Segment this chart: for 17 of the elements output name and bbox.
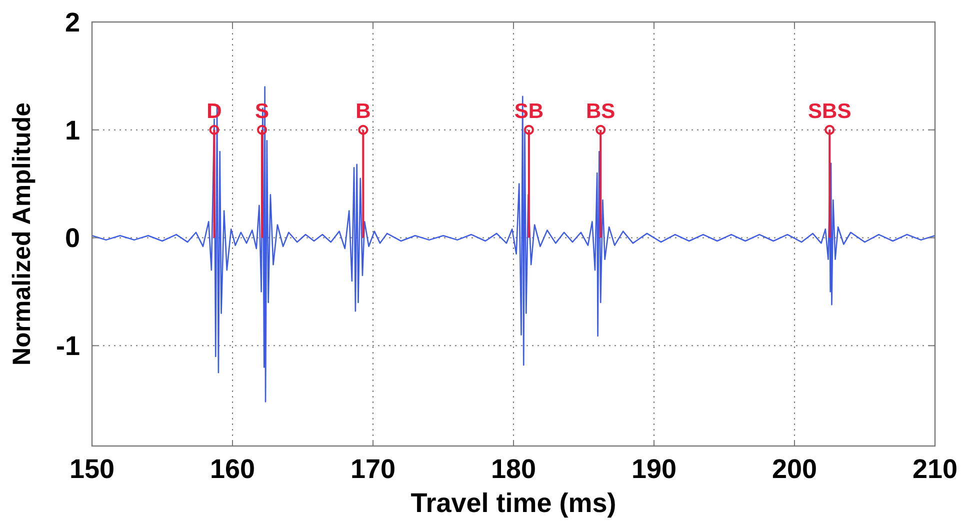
x-tick-label: 150 [69,454,115,484]
data-label: BS [586,100,616,123]
x-tick-label: 200 [772,454,818,484]
data-label: SBS [808,100,852,123]
x-tick-label: 210 [912,454,958,484]
y-tick-label: 2 [64,7,80,38]
y-tick-label: -1 [56,331,80,362]
x-axis-title: Travel time (ms) [410,488,616,518]
x-tick-label: 170 [350,454,396,484]
x-tick-label: 160 [210,454,256,484]
y-tick-label: 0 [64,223,80,254]
y-axis-title: Normalized Amplitude [8,102,36,366]
x-tick-label: 180 [490,454,536,484]
line-series [91,86,936,402]
x-tick-label: 190 [631,454,677,484]
y-tick-label: 1 [64,115,80,146]
data-label: B [356,100,371,123]
